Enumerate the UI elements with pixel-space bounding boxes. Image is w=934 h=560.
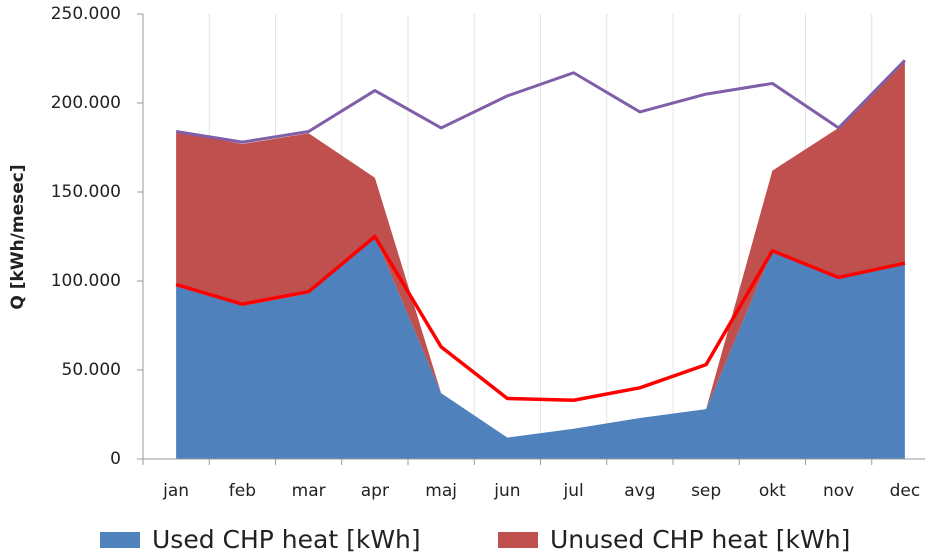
x-tick-label: jan xyxy=(162,481,189,501)
x-tick-label: maj xyxy=(425,481,457,501)
area xyxy=(176,62,905,438)
y-tick-label: 150.000 xyxy=(51,182,121,202)
x-tick-label: avg xyxy=(624,481,655,501)
x-tick-label: mar xyxy=(292,481,326,501)
x-tick-label: jul xyxy=(563,481,584,501)
y-tick-label: 250.000 xyxy=(51,4,121,24)
x-tick-label: dec xyxy=(890,481,921,501)
x-tick-label: okt xyxy=(759,481,786,501)
legend-swatch xyxy=(498,532,538,548)
x-tick-label: sep xyxy=(691,481,721,501)
legend-label: Used CHP heat [kWh] xyxy=(152,525,421,554)
y-axis-label: Q [kWh/mesec] xyxy=(8,164,28,309)
x-tick-label: feb xyxy=(229,481,256,501)
line xyxy=(175,59,906,144)
y-tick-label: 100.000 xyxy=(51,271,121,291)
y-tick-label: 50.000 xyxy=(62,360,121,380)
legend-label: Unused CHP heat [kWh] xyxy=(550,525,850,554)
area xyxy=(176,236,905,459)
y-tick-label: 200.000 xyxy=(51,93,121,113)
y-tick-label: 0 xyxy=(110,449,121,469)
x-tick-label: apr xyxy=(361,481,389,501)
legend-swatch xyxy=(100,532,140,548)
x-tick-label: jun xyxy=(493,481,520,501)
line xyxy=(175,234,906,403)
x-tick-label: nov xyxy=(823,481,854,501)
